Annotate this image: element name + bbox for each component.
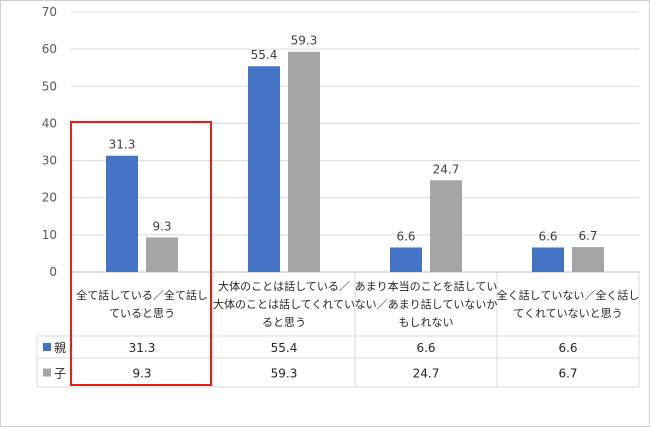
legend-label: 親 [54, 341, 66, 355]
category-label: てくれていないと思う [513, 307, 622, 320]
bar-oya [106, 155, 138, 272]
bar-oya [248, 66, 280, 272]
table-value: 24.7 [413, 367, 440, 381]
category-label: あまり本当のことを話してい [355, 279, 498, 293]
y-tick-label: 20 [42, 191, 57, 205]
category-label: ない／あまり話していないか [355, 297, 498, 311]
data-label: 6.6 [538, 229, 557, 243]
data-label: 9.3 [152, 219, 171, 233]
table-value: 6.7 [558, 367, 577, 381]
data-label: 6.6 [396, 229, 415, 243]
legend-key-ko [43, 368, 51, 377]
table-value: 6.6 [416, 341, 435, 355]
table-value: 9.3 [132, 367, 151, 381]
legend-label: 子 [54, 367, 66, 381]
y-tick-label: 60 [42, 42, 57, 56]
data-label: 31.3 [109, 138, 136, 152]
y-tick-label: 50 [42, 79, 57, 93]
data-label: 6.7 [578, 229, 597, 243]
category-label: 全て話している／全て話し [76, 288, 208, 302]
category-label: ると思う [262, 316, 306, 329]
table-value: 6.6 [558, 341, 577, 355]
legend-key-oya [43, 343, 51, 351]
y-tick-label: 70 [42, 5, 57, 19]
table-value: 59.3 [271, 367, 298, 381]
bar-ko [288, 51, 320, 272]
highlight-box [70, 121, 212, 386]
category-label: もしれない [399, 316, 454, 329]
y-tick-label: 0 [49, 265, 57, 279]
data-label: 55.4 [251, 48, 278, 62]
table-value: 31.3 [129, 341, 156, 355]
category-label: 大体のことは話してくれてい [213, 297, 355, 311]
category-label: 全く話していない／全く話し [497, 288, 640, 302]
category-label: 大体のことは話している／ [218, 279, 350, 293]
data-label: 59.3 [291, 34, 318, 48]
y-tick-label: 40 [42, 116, 57, 130]
bar-oya [532, 247, 564, 272]
table-value: 55.4 [271, 341, 298, 355]
bar-ko [572, 247, 604, 272]
y-tick-label: 10 [42, 228, 57, 242]
bar-ko [146, 237, 178, 272]
category-label: ていると思う [109, 307, 175, 320]
bar-ko [430, 180, 462, 272]
data-label: 24.7 [433, 162, 460, 176]
bar-oya [390, 247, 422, 272]
y-tick-label: 30 [42, 154, 57, 168]
